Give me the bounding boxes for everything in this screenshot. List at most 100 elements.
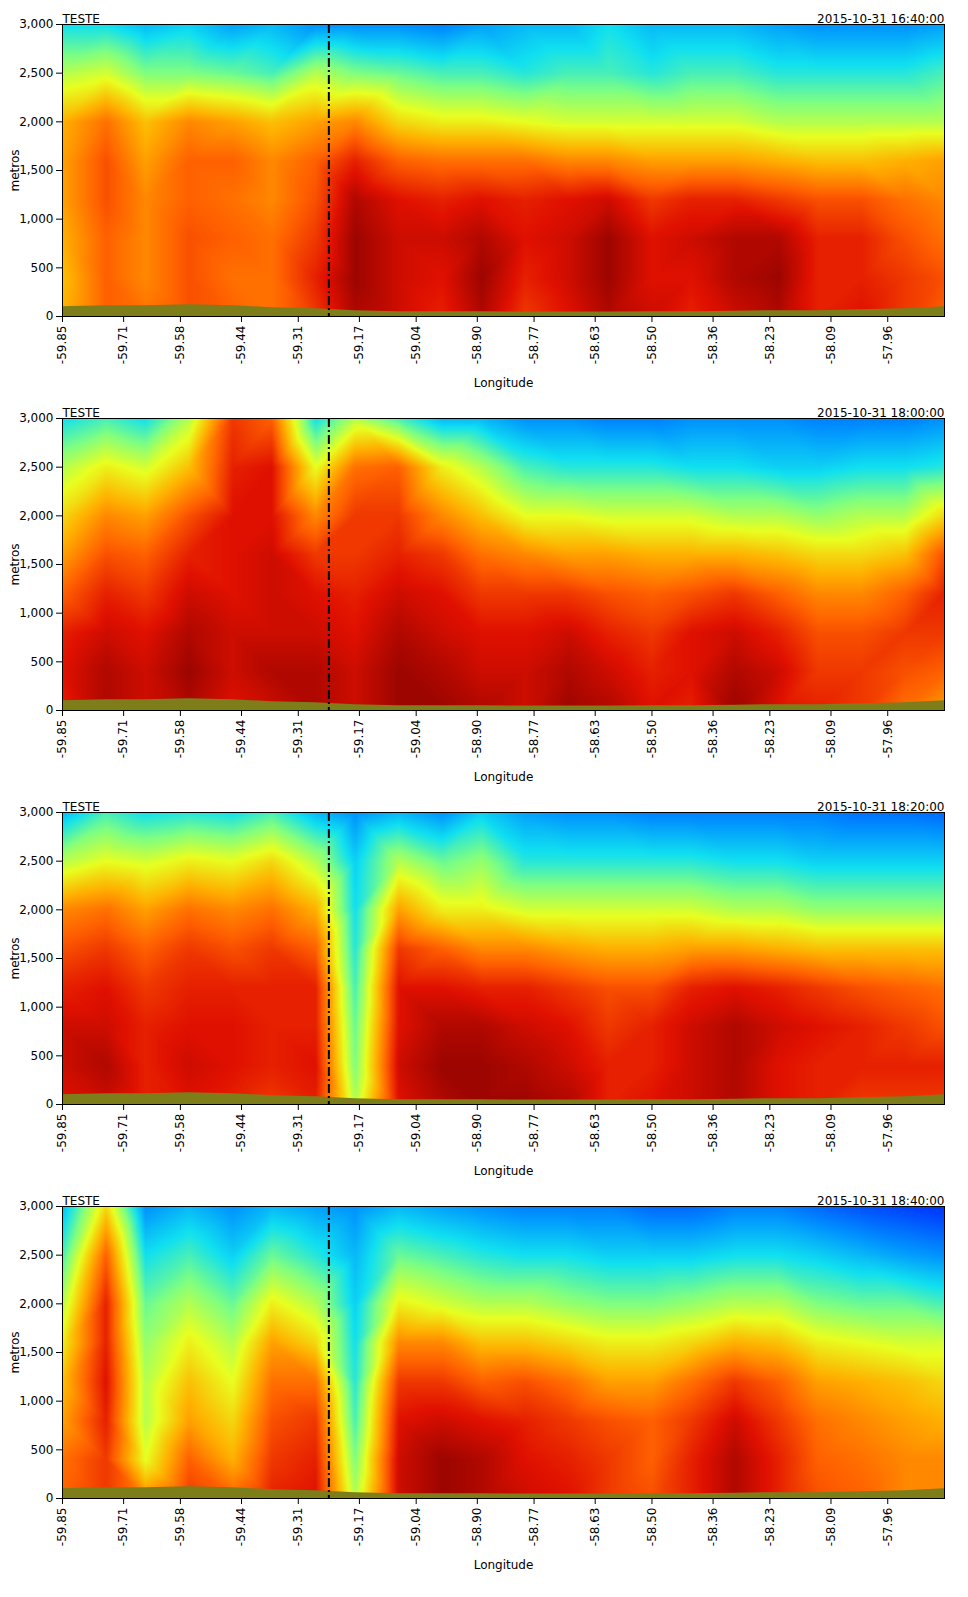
svg-text:1,500: 1,500 bbox=[19, 951, 53, 965]
svg-text:3,000: 3,000 bbox=[19, 411, 53, 425]
svg-text:-58.36: -58.36 bbox=[706, 1508, 720, 1547]
svg-text:-58.36: -58.36 bbox=[706, 1114, 720, 1153]
svg-text:2,500: 2,500 bbox=[19, 1248, 53, 1262]
svg-text:-59.04: -59.04 bbox=[409, 1508, 423, 1547]
svg-text:-58.77: -58.77 bbox=[527, 720, 541, 759]
svg-text:2,000: 2,000 bbox=[19, 1297, 53, 1311]
svg-text:-58.09: -58.09 bbox=[824, 720, 838, 759]
svg-text:3,000: 3,000 bbox=[19, 17, 53, 31]
svg-text:-58.63: -58.63 bbox=[588, 1114, 602, 1153]
svg-text:-59.71: -59.71 bbox=[116, 1114, 130, 1153]
svg-text:-58.23: -58.23 bbox=[763, 1508, 777, 1547]
svg-text:0: 0 bbox=[46, 1491, 54, 1505]
svg-text:2015-10-31 18:40:00: 2015-10-31 18:40:00 bbox=[817, 1194, 944, 1208]
svg-text:-58.09: -58.09 bbox=[824, 1114, 838, 1153]
svg-text:-58.09: -58.09 bbox=[824, 326, 838, 365]
svg-text:-59.85: -59.85 bbox=[55, 720, 69, 759]
svg-text:-58.50: -58.50 bbox=[645, 1114, 659, 1153]
svg-text:Longitude: Longitude bbox=[474, 1558, 534, 1572]
svg-text:-58.36: -58.36 bbox=[706, 720, 720, 759]
svg-text:Longitude: Longitude bbox=[474, 1164, 534, 1178]
svg-text:0: 0 bbox=[46, 309, 54, 323]
svg-text:-59.71: -59.71 bbox=[116, 720, 130, 759]
svg-text:-59.44: -59.44 bbox=[234, 326, 248, 365]
svg-text:-59.58: -59.58 bbox=[173, 1508, 187, 1547]
svg-text:-59.71: -59.71 bbox=[116, 326, 130, 365]
svg-text:2,000: 2,000 bbox=[19, 509, 53, 523]
svg-text:-57.96: -57.96 bbox=[881, 720, 895, 759]
svg-text:-59.17: -59.17 bbox=[352, 720, 366, 759]
svg-text:3,000: 3,000 bbox=[19, 805, 53, 819]
svg-text:-59.71: -59.71 bbox=[116, 1508, 130, 1547]
svg-text:TESTE: TESTE bbox=[62, 800, 100, 814]
svg-text:-59.04: -59.04 bbox=[409, 326, 423, 365]
svg-text:TESTE: TESTE bbox=[62, 406, 100, 420]
svg-text:-59.44: -59.44 bbox=[234, 720, 248, 759]
svg-text:2,500: 2,500 bbox=[19, 460, 53, 474]
svg-text:-59.04: -59.04 bbox=[409, 720, 423, 759]
svg-text:-59.58: -59.58 bbox=[173, 326, 187, 365]
svg-text:-58.63: -58.63 bbox=[588, 1508, 602, 1547]
svg-text:-58.36: -58.36 bbox=[706, 326, 720, 365]
svg-text:-58.09: -58.09 bbox=[824, 1508, 838, 1547]
svg-text:TESTE: TESTE bbox=[62, 12, 100, 26]
svg-text:2015-10-31 16:40:00: 2015-10-31 16:40:00 bbox=[817, 12, 944, 26]
svg-text:-59.31: -59.31 bbox=[291, 720, 305, 759]
svg-text:-59.17: -59.17 bbox=[352, 1114, 366, 1153]
svg-text:-58.90: -58.90 bbox=[470, 1508, 484, 1547]
svg-text:-58.77: -58.77 bbox=[527, 326, 541, 365]
svg-text:1,000: 1,000 bbox=[19, 606, 53, 620]
svg-text:TESTE: TESTE bbox=[62, 1194, 100, 1208]
svg-text:3,000: 3,000 bbox=[19, 1199, 53, 1213]
svg-text:500: 500 bbox=[31, 655, 54, 669]
svg-text:-58.50: -58.50 bbox=[645, 1508, 659, 1547]
svg-text:2,500: 2,500 bbox=[19, 66, 53, 80]
svg-text:500: 500 bbox=[31, 1443, 54, 1457]
svg-text:-58.63: -58.63 bbox=[588, 720, 602, 759]
svg-text:2015-10-31 18:20:00: 2015-10-31 18:20:00 bbox=[817, 800, 944, 814]
svg-text:-58.63: -58.63 bbox=[588, 326, 602, 365]
svg-text:-59.04: -59.04 bbox=[409, 1114, 423, 1153]
svg-text:1,500: 1,500 bbox=[19, 557, 53, 571]
svg-text:metros: metros bbox=[8, 1331, 22, 1373]
svg-text:-59.17: -59.17 bbox=[352, 1508, 366, 1547]
svg-text:-59.31: -59.31 bbox=[291, 1508, 305, 1547]
svg-text:-59.85: -59.85 bbox=[55, 1508, 69, 1547]
svg-text:-58.90: -58.90 bbox=[470, 1114, 484, 1153]
svg-text:500: 500 bbox=[31, 261, 54, 275]
svg-text:-59.44: -59.44 bbox=[234, 1114, 248, 1153]
svg-text:-59.58: -59.58 bbox=[173, 1114, 187, 1153]
svg-text:-58.23: -58.23 bbox=[763, 720, 777, 759]
svg-text:-58.50: -58.50 bbox=[645, 326, 659, 365]
svg-text:2,500: 2,500 bbox=[19, 854, 53, 868]
svg-text:2,000: 2,000 bbox=[19, 115, 53, 129]
svg-text:2015-10-31 18:00:00: 2015-10-31 18:00:00 bbox=[817, 406, 944, 420]
svg-text:1,000: 1,000 bbox=[19, 1000, 53, 1014]
svg-text:-57.96: -57.96 bbox=[881, 1114, 895, 1153]
svg-text:1,000: 1,000 bbox=[19, 212, 53, 226]
svg-text:-59.17: -59.17 bbox=[352, 326, 366, 365]
svg-text:-58.23: -58.23 bbox=[763, 326, 777, 365]
svg-text:-59.31: -59.31 bbox=[291, 326, 305, 365]
svg-text:metros: metros bbox=[8, 543, 22, 585]
svg-text:Longitude: Longitude bbox=[474, 770, 534, 784]
svg-text:-58.77: -58.77 bbox=[527, 1114, 541, 1153]
svg-text:-59.85: -59.85 bbox=[55, 326, 69, 365]
svg-text:-59.58: -59.58 bbox=[173, 720, 187, 759]
svg-text:500: 500 bbox=[31, 1049, 54, 1063]
svg-text:-58.90: -58.90 bbox=[470, 720, 484, 759]
svg-text:0: 0 bbox=[46, 1097, 54, 1111]
svg-text:1,500: 1,500 bbox=[19, 1345, 53, 1359]
svg-text:-59.31: -59.31 bbox=[291, 1114, 305, 1153]
svg-text:-58.90: -58.90 bbox=[470, 326, 484, 365]
svg-text:-58.77: -58.77 bbox=[527, 1508, 541, 1547]
svg-text:-58.23: -58.23 bbox=[763, 1114, 777, 1153]
svg-text:1,500: 1,500 bbox=[19, 163, 53, 177]
svg-text:0: 0 bbox=[46, 703, 54, 717]
svg-text:metros: metros bbox=[8, 937, 22, 979]
svg-text:-58.50: -58.50 bbox=[645, 720, 659, 759]
svg-text:-57.96: -57.96 bbox=[881, 1508, 895, 1547]
svg-text:-57.96: -57.96 bbox=[881, 326, 895, 365]
svg-text:-59.85: -59.85 bbox=[55, 1114, 69, 1153]
svg-text:1,000: 1,000 bbox=[19, 1394, 53, 1408]
